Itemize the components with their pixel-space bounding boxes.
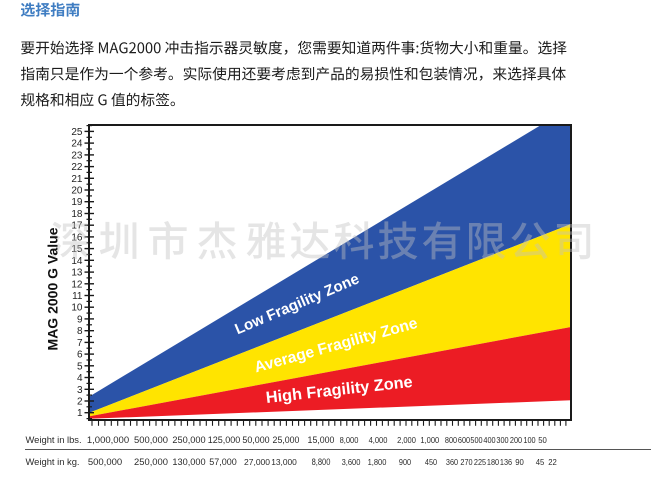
svg-text:15: 15 (71, 244, 83, 255)
svg-text:22: 22 (71, 162, 83, 173)
svg-text:1,000: 1,000 (420, 435, 439, 445)
svg-text:23: 23 (71, 150, 83, 161)
svg-text:250,000: 250,000 (134, 456, 168, 467)
svg-text:MAG 2000 G Value: MAG 2000 G Value (45, 227, 61, 350)
svg-text:500,000: 500,000 (134, 434, 168, 445)
svg-text:27,000: 27,000 (244, 457, 270, 467)
svg-text:8: 8 (77, 326, 83, 337)
svg-text:180: 180 (487, 458, 500, 467)
svg-text:1,800: 1,800 (368, 457, 387, 467)
svg-text:24: 24 (71, 139, 83, 150)
svg-text:4,000: 4,000 (369, 435, 388, 445)
svg-text:300: 300 (496, 436, 509, 445)
svg-text:Weight in kg.: Weight in kg. (26, 456, 80, 467)
svg-text:500,000: 500,000 (88, 457, 122, 468)
svg-text:19: 19 (71, 197, 83, 208)
svg-text:8,800: 8,800 (312, 457, 331, 467)
svg-text:25: 25 (71, 127, 83, 138)
svg-text:5: 5 (77, 361, 83, 372)
svg-text:15,000: 15,000 (308, 435, 335, 445)
svg-text:11: 11 (72, 291, 83, 302)
svg-text:50,000: 50,000 (242, 435, 269, 445)
svg-text:21: 21 (71, 174, 83, 185)
svg-text:57,000: 57,000 (209, 457, 237, 467)
svg-text:900: 900 (399, 457, 411, 467)
svg-text:17: 17 (71, 221, 83, 232)
svg-text:3: 3 (77, 385, 83, 396)
svg-text:130,000: 130,000 (172, 457, 205, 467)
svg-text:360: 360 (446, 458, 459, 467)
svg-text:1: 1 (77, 408, 83, 419)
svg-text:100: 100 (523, 436, 536, 445)
svg-text:400: 400 (483, 436, 496, 445)
svg-text:6: 6 (77, 350, 83, 361)
svg-text:250,000: 250,000 (172, 435, 205, 445)
svg-text:7: 7 (77, 338, 83, 349)
svg-text:500: 500 (470, 436, 483, 445)
svg-text:450: 450 (425, 457, 437, 467)
svg-text:225: 225 (474, 458, 487, 467)
svg-text:9: 9 (77, 314, 83, 325)
svg-text:45: 45 (536, 458, 545, 467)
svg-text:136: 136 (500, 458, 513, 467)
svg-text:1,000,000: 1,000,000 (87, 435, 129, 446)
svg-text:50: 50 (538, 436, 547, 445)
svg-text:600: 600 (458, 436, 471, 445)
svg-text:8,000: 8,000 (340, 435, 359, 445)
svg-text:20: 20 (71, 186, 83, 197)
svg-text:13,000: 13,000 (271, 457, 297, 467)
svg-text:2,000: 2,000 (397, 435, 416, 445)
svg-text:18: 18 (71, 209, 83, 220)
svg-text:13: 13 (71, 268, 83, 279)
svg-text:90: 90 (515, 458, 524, 467)
svg-text:Weight in lbs.: Weight in lbs. (26, 434, 82, 445)
svg-text:16: 16 (71, 232, 83, 243)
svg-text:3,600: 3,600 (342, 457, 361, 467)
svg-text:125,000: 125,000 (208, 435, 241, 445)
svg-text:4: 4 (77, 373, 83, 384)
svg-text:22: 22 (548, 458, 557, 467)
svg-text:25,000: 25,000 (273, 435, 300, 445)
svg-text:270: 270 (460, 458, 473, 467)
svg-text:10: 10 (71, 303, 83, 314)
svg-text:2: 2 (77, 397, 83, 408)
svg-text:14: 14 (71, 256, 83, 267)
svg-text:12: 12 (71, 279, 83, 290)
svg-text:800: 800 (445, 436, 458, 445)
svg-text:200: 200 (510, 436, 523, 445)
